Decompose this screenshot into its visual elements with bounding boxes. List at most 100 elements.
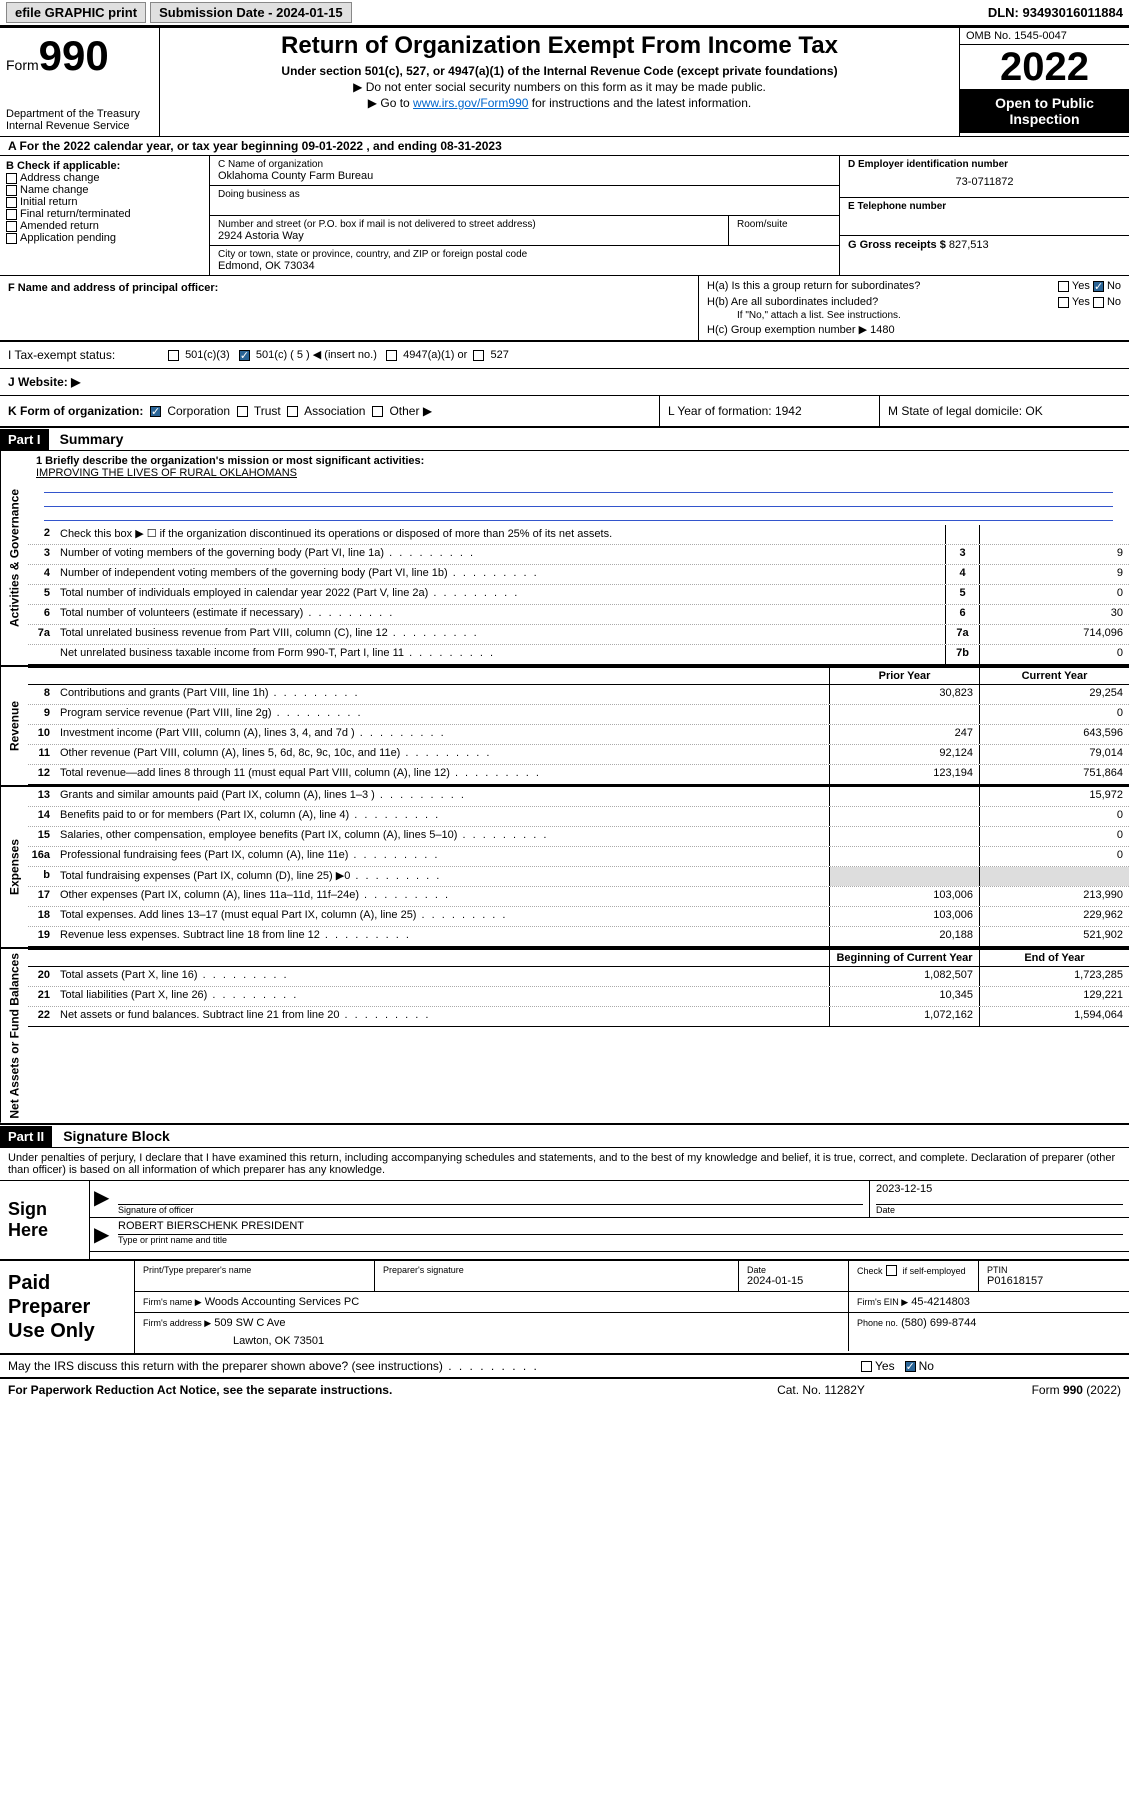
line-text: Total number of volunteers (estimate if … bbox=[56, 605, 945, 624]
current-year-value: 229,962 bbox=[979, 907, 1129, 926]
current-year-value: 643,596 bbox=[979, 725, 1129, 744]
part-ii-title: Signature Block bbox=[55, 1125, 178, 1147]
summary-line: 3Number of voting members of the governi… bbox=[28, 545, 1129, 565]
open-public-badge: Open to Public Inspection bbox=[960, 89, 1129, 133]
summary-section: RevenuePrior YearCurrent Year8Contributi… bbox=[0, 667, 1129, 787]
efile-print-button[interactable]: efile GRAPHIC print bbox=[6, 2, 146, 23]
goto-pre: ▶ Go to bbox=[368, 96, 413, 110]
line-value: 9 bbox=[979, 545, 1129, 564]
line-value bbox=[979, 525, 1129, 544]
line-text: Total assets (Part X, line 16) bbox=[56, 967, 829, 986]
checkbox-ha-yes[interactable] bbox=[1058, 281, 1069, 292]
opt-initial-return: Initial return bbox=[20, 196, 77, 208]
checkbox-ha-no[interactable] bbox=[1093, 281, 1104, 292]
irs-label: Internal Revenue Service bbox=[6, 120, 153, 132]
sign-here-label: Sign Here bbox=[0, 1181, 90, 1259]
line-text: Other expenses (Part IX, column (A), lin… bbox=[56, 887, 829, 906]
current-year-value: 0 bbox=[979, 827, 1129, 846]
section-tab: Revenue bbox=[0, 667, 28, 785]
paid-preparer-block: Paid Preparer Use Only Print/Type prepar… bbox=[0, 1259, 1129, 1355]
org-city: Edmond, OK 73034 bbox=[218, 260, 831, 272]
hb-no: No bbox=[1107, 296, 1121, 308]
checkbox-corp[interactable] bbox=[150, 406, 161, 417]
prior-year-value: 1,082,507 bbox=[829, 967, 979, 986]
hb-label: H(b) Are all subordinates included? bbox=[707, 296, 878, 308]
tax-exempt-label: I Tax-exempt status: bbox=[0, 342, 160, 368]
checkbox-trust[interactable] bbox=[237, 406, 248, 417]
line-number: 11 bbox=[28, 745, 56, 764]
checkbox-initial-return[interactable] bbox=[6, 197, 17, 208]
line-number: 14 bbox=[28, 807, 56, 826]
block-f-label: F Name and address of principal officer: bbox=[8, 282, 218, 294]
checkbox-discuss-no[interactable] bbox=[905, 1361, 916, 1372]
summary-section: Expenses13Grants and similar amounts pai… bbox=[0, 787, 1129, 949]
city-label: City or town, state or province, country… bbox=[218, 249, 831, 260]
checkbox-discuss-yes[interactable] bbox=[861, 1361, 872, 1372]
org-name: Oklahoma County Farm Bureau bbox=[218, 170, 831, 182]
checkbox-amended-return[interactable] bbox=[6, 221, 17, 232]
checkbox-527[interactable] bbox=[473, 350, 484, 361]
checkbox-name-change[interactable] bbox=[6, 185, 17, 196]
checkbox-hb-yes[interactable] bbox=[1058, 297, 1069, 308]
section-tab: Net Assets or Fund Balances bbox=[0, 949, 28, 1123]
line-number: 10 bbox=[28, 725, 56, 744]
checkbox-app-pending[interactable] bbox=[6, 233, 17, 244]
checkbox-hb-no[interactable] bbox=[1093, 297, 1104, 308]
checkbox-4947[interactable] bbox=[386, 350, 397, 361]
addr-label: Number and street (or P.O. box if mail i… bbox=[218, 219, 720, 230]
year-formation: L Year of formation: 1942 bbox=[659, 396, 879, 426]
firm-ein-label: Firm's EIN ▶ bbox=[857, 1297, 908, 1307]
col-current: End of Year bbox=[979, 950, 1129, 966]
line-text: Number of voting members of the governin… bbox=[56, 545, 945, 564]
checkbox-501c[interactable] bbox=[239, 350, 250, 361]
discuss-no: No bbox=[919, 1359, 934, 1373]
prior-year-value bbox=[829, 847, 979, 866]
checkbox-self-employed[interactable] bbox=[886, 1265, 897, 1276]
footer-form-post: (2022) bbox=[1083, 1383, 1121, 1397]
checkbox-assoc[interactable] bbox=[287, 406, 298, 417]
ha-label: H(a) Is this a group return for subordin… bbox=[707, 280, 920, 292]
line-number: 19 bbox=[28, 927, 56, 946]
current-year-value bbox=[979, 867, 1129, 886]
summary-line: 17Other expenses (Part IX, column (A), l… bbox=[28, 887, 1129, 907]
lbl-501c3: 501(c)(3) bbox=[185, 349, 230, 361]
line-number: 9 bbox=[28, 705, 56, 724]
sign-here-block: Sign Here ▶ Signature of officer 2023-12… bbox=[0, 1180, 1129, 1259]
dln-label: DLN: 93493016011884 bbox=[988, 5, 1123, 20]
summary-line: 11Other revenue (Part VIII, column (A), … bbox=[28, 745, 1129, 765]
current-year-value: 0 bbox=[979, 807, 1129, 826]
firm-ein: 45-4214803 bbox=[911, 1296, 970, 1308]
row-k-form-org: K Form of organization: Corporation Trus… bbox=[0, 396, 1129, 428]
discuss-row: May the IRS discuss this return with the… bbox=[0, 1355, 1129, 1379]
checkbox-final-return[interactable] bbox=[6, 209, 17, 220]
form990-link[interactable]: www.irs.gov/Form990 bbox=[413, 96, 528, 110]
checkbox-address-change[interactable] bbox=[6, 173, 17, 184]
checkbox-501c3[interactable] bbox=[168, 350, 179, 361]
lbl-other: Other ▶ bbox=[389, 404, 432, 418]
section-tab: Expenses bbox=[0, 787, 28, 947]
ein-value: 73-0711872 bbox=[848, 170, 1121, 194]
line-text: Program service revenue (Part VIII, line… bbox=[56, 705, 829, 724]
line-number: 20 bbox=[28, 967, 56, 986]
current-year-value: 213,990 bbox=[979, 887, 1129, 906]
line-number: 3 bbox=[28, 545, 56, 564]
summary-line: 6Total number of volunteers (estimate if… bbox=[28, 605, 1129, 625]
line-number: b bbox=[28, 867, 56, 886]
officer-name-label: Type or print name and title bbox=[118, 1235, 1123, 1245]
prior-year-value bbox=[829, 867, 979, 886]
checkbox-other[interactable] bbox=[372, 406, 383, 417]
prior-year-value bbox=[829, 705, 979, 724]
prior-year-value: 103,006 bbox=[829, 887, 979, 906]
summary-line: 4Number of independent voting members of… bbox=[28, 565, 1129, 585]
line-number: 7a bbox=[28, 625, 56, 644]
col-prior: Beginning of Current Year bbox=[829, 950, 979, 966]
mission-block: 1 Briefly describe the organization's mi… bbox=[28, 451, 1129, 525]
line-value: 0 bbox=[979, 645, 1129, 664]
goto-post: for instructions and the latest informat… bbox=[528, 96, 751, 110]
lbl-4947: 4947(a)(1) or bbox=[403, 349, 467, 361]
line-number bbox=[28, 645, 56, 664]
line-number: 21 bbox=[28, 987, 56, 1006]
line-text: Salaries, other compensation, employee b… bbox=[56, 827, 829, 846]
ptin-label: PTIN bbox=[987, 1265, 1121, 1275]
summary-section: Activities & Governance1 Briefly describ… bbox=[0, 451, 1129, 667]
